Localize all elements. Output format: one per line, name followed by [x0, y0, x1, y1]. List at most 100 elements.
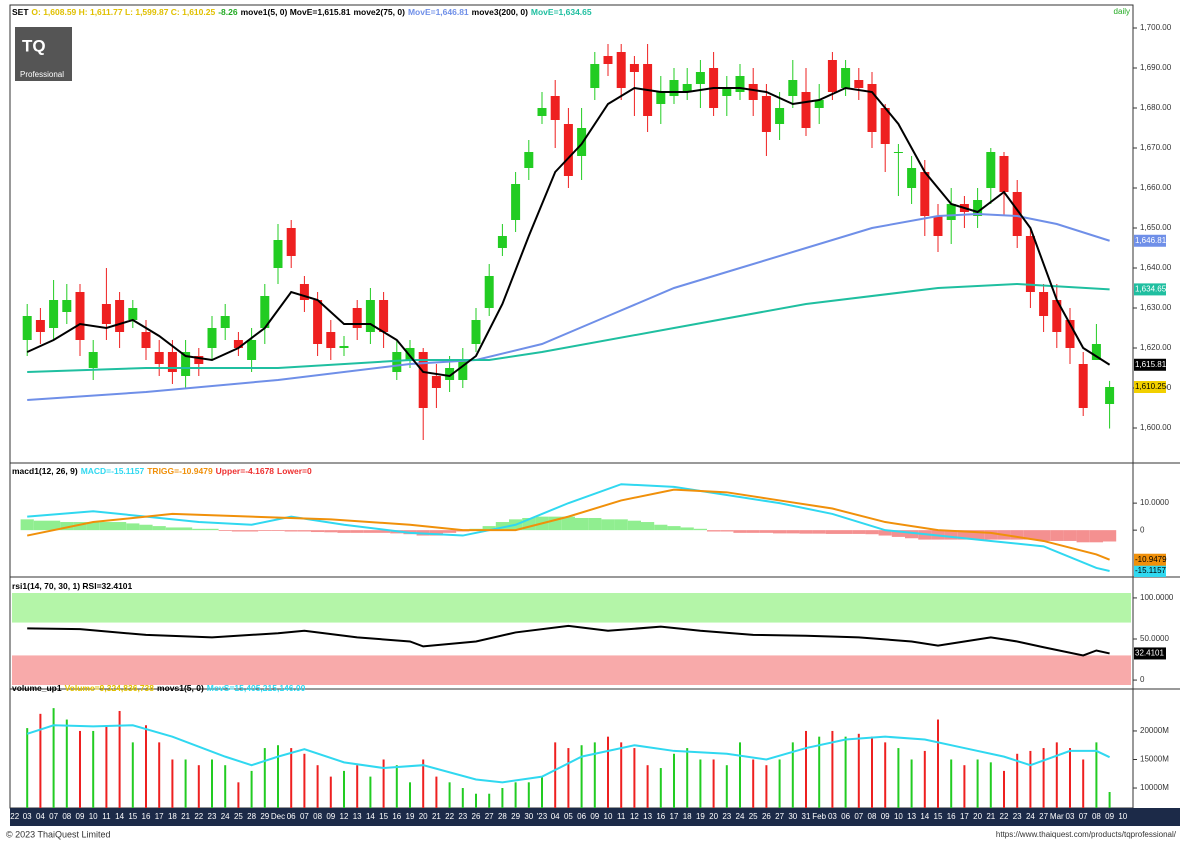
volume-bar: [646, 765, 649, 808]
y-tick-label: 1,600.00: [1140, 423, 1172, 432]
candle-body: [761, 96, 771, 132]
candle-body: [128, 308, 138, 320]
volume-bar: [844, 736, 847, 808]
x-tick-label: 26: [762, 812, 771, 821]
histogram-bar: [905, 530, 919, 539]
x-tick-label: 03: [828, 812, 837, 821]
volume-bar: [527, 782, 530, 808]
x-tick-label: 03: [23, 812, 32, 821]
header-item: MovS=15,405,215,146.00: [207, 683, 306, 693]
candle-body: [973, 200, 983, 216]
header-item: Upper=-4.1678: [216, 466, 275, 476]
candle-body: [62, 300, 72, 312]
candle-body: [35, 320, 45, 332]
histogram-bar: [878, 530, 892, 536]
histogram-bar: [707, 530, 721, 532]
histogram-bar: [693, 528, 707, 531]
candle-body: [656, 92, 666, 104]
candle-body: [590, 64, 600, 88]
x-tick-label: Dec: [271, 812, 285, 821]
x-tick-label: 30: [524, 812, 533, 821]
x-tick-label: 23: [208, 812, 217, 821]
x-tick-label: 24: [736, 812, 745, 821]
header-item: O: 1,608.59 H: 1,611.77 L: 1,599.87 C: 1…: [31, 7, 215, 17]
x-tick-label: 24: [1026, 812, 1035, 821]
x-tick-label: 08: [313, 812, 322, 821]
x-tick-label: 05: [564, 812, 573, 821]
x-tick-label: 10: [1118, 812, 1127, 821]
header-item: MovE=1,634.65: [531, 7, 592, 17]
volume-bar: [910, 759, 913, 808]
candle-body: [537, 108, 547, 116]
y-tick-label: 0: [1140, 525, 1145, 534]
histogram-bar: [350, 530, 364, 533]
x-tick-label: 21: [181, 812, 190, 821]
x-tick-label: 03: [1066, 812, 1075, 821]
volume-bar: [607, 736, 609, 808]
volume-bar: [580, 745, 583, 808]
candle-body: [722, 88, 732, 96]
volume-bar: [950, 759, 953, 808]
x-tick-label: 22: [445, 812, 454, 821]
histogram-bar: [47, 520, 61, 531]
volume-bar: [211, 759, 213, 808]
volume-bar: [739, 742, 741, 808]
y-tick-label: 0: [1140, 675, 1145, 684]
histogram-bar: [773, 530, 787, 534]
candle-body: [907, 168, 917, 188]
candle-body: [115, 300, 125, 332]
y-tick-label: 1,700.00: [1140, 23, 1172, 32]
candle-body: [458, 360, 468, 380]
histogram-bar: [73, 522, 87, 531]
histogram-bar: [839, 530, 853, 534]
histogram-bar: [245, 530, 259, 532]
volume-bar: [857, 733, 860, 808]
x-tick-label: 06: [841, 812, 850, 821]
panel-header: SET O: 1,608.59 H: 1,611.77 L: 1,599.87 C…: [12, 7, 592, 17]
volume-bar: [105, 725, 108, 808]
histogram-bar: [205, 528, 219, 531]
candle-body: [577, 128, 587, 156]
volume-bar: [250, 770, 253, 808]
logo-text: Professional: [20, 70, 64, 79]
x-tick-label: 09: [1105, 812, 1114, 821]
x-tick-label: 22: [194, 812, 203, 821]
histogram-bar: [865, 530, 879, 535]
histogram-bar: [1063, 530, 1077, 541]
volume-bar: [369, 776, 372, 808]
candle-body: [141, 332, 151, 348]
x-tick-label: 18: [683, 812, 692, 821]
x-tick-label: 16: [142, 812, 151, 821]
volume-bar: [118, 710, 121, 808]
indicator-line: [27, 282, 1110, 373]
candle-body: [563, 124, 573, 176]
volume-bar: [382, 759, 385, 808]
volume-bar: [1016, 753, 1019, 808]
value-box-label: -15.1157: [1135, 566, 1167, 575]
volume-bar: [263, 748, 266, 808]
x-tick-label: 08: [868, 812, 877, 821]
y-tick-label: 1,640.00: [1140, 263, 1172, 272]
histogram-bar: [192, 528, 206, 531]
x-tick-label: 07: [300, 812, 309, 821]
header-item: move1(5, 0) MovE=1,615.81: [241, 7, 351, 17]
x-tick-label: 27: [775, 812, 784, 821]
logo: [15, 27, 72, 81]
panel-header: volume_up1 Volume=9,324,836,738 movs1(5, 0…: [12, 683, 306, 693]
x-tick-label: 10: [89, 812, 98, 821]
candle-body: [603, 56, 613, 64]
volume-bar: [791, 742, 794, 808]
histogram-bar: [1103, 530, 1117, 542]
histogram-bar: [852, 530, 866, 534]
y-tick-label: 100.0000: [1140, 593, 1174, 602]
x-tick-label: 14: [115, 812, 124, 821]
header-item: MovE=1,646.81: [408, 7, 469, 17]
x-tick-label: 13: [907, 812, 916, 821]
candle-body: [326, 332, 336, 348]
y-tick-label: 10.0000: [1140, 498, 1169, 507]
panel-header: macd1(12, 26, 9) MACD=-15.1157 TRIGG=-10.9…: [12, 466, 312, 476]
x-tick-label: 04: [36, 812, 45, 821]
x-tick-label: 25: [749, 812, 758, 821]
volume-bar: [422, 759, 425, 808]
